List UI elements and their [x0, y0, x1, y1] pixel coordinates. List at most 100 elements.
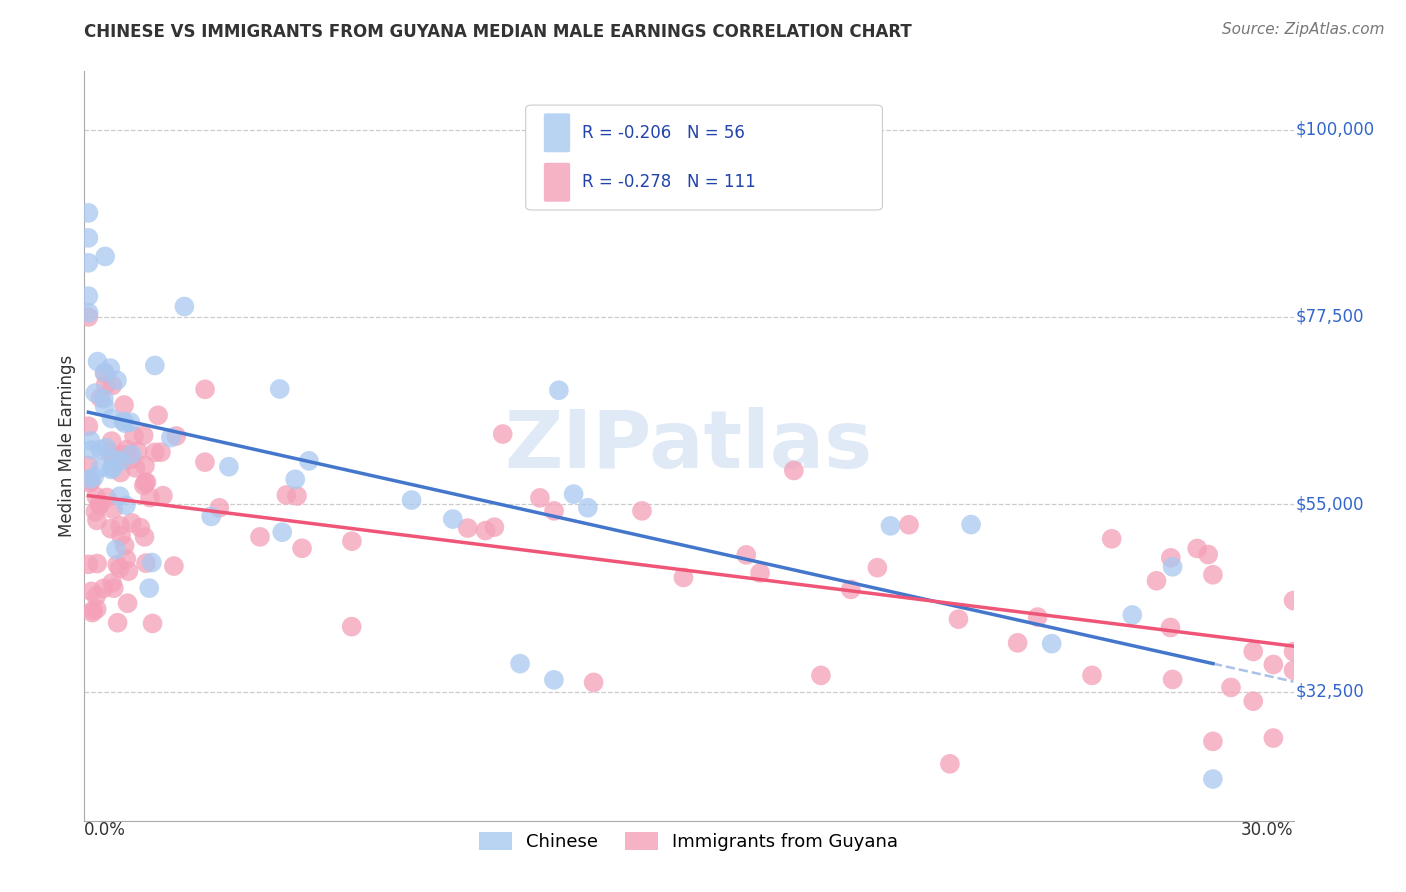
- Point: [89, 498, 111, 512]
- Point: [83, 470, 105, 484]
- Point: [1160, 620, 1182, 634]
- Point: [114, 539, 136, 553]
- Point: [509, 657, 531, 671]
- Text: 0.0%: 0.0%: [84, 821, 127, 838]
- Point: [401, 493, 423, 508]
- Point: [98, 361, 121, 376]
- Point: [89, 498, 111, 512]
- Point: [547, 384, 569, 398]
- Point: [120, 415, 142, 429]
- Point: [108, 489, 131, 503]
- Point: [939, 756, 962, 771]
- Point: [298, 454, 321, 468]
- Point: [79, 475, 101, 490]
- Point: [1202, 772, 1225, 786]
- Point: [103, 581, 125, 595]
- Point: [291, 541, 314, 556]
- Text: R = -0.206   N = 56: R = -0.206 N = 56: [582, 124, 745, 142]
- FancyBboxPatch shape: [526, 105, 883, 210]
- Point: [77, 231, 100, 245]
- Point: [492, 427, 515, 442]
- Point: [108, 561, 131, 575]
- Point: [112, 398, 135, 412]
- Text: CHINESE VS IMMIGRANTS FROM GUYANA MEDIAN MALE EARNINGS CORRELATION CHART: CHINESE VS IMMIGRANTS FROM GUYANA MEDIAN…: [84, 23, 912, 41]
- Point: [1081, 668, 1104, 682]
- Point: [134, 458, 156, 473]
- Point: [86, 557, 108, 571]
- Point: [582, 675, 605, 690]
- Text: ZIPatlas: ZIPatlas: [505, 407, 873, 485]
- Point: [839, 582, 862, 597]
- Text: 30.0%: 30.0%: [1241, 821, 1294, 838]
- Point: [105, 558, 128, 572]
- Point: [86, 354, 108, 368]
- Text: Source: ZipAtlas.com: Source: ZipAtlas.com: [1222, 22, 1385, 37]
- Point: [173, 300, 195, 314]
- Point: [86, 490, 108, 504]
- Text: $55,000: $55,000: [1296, 495, 1364, 513]
- Point: [134, 475, 156, 490]
- Point: [898, 517, 921, 532]
- Point: [110, 528, 132, 542]
- Point: [77, 306, 100, 320]
- Text: $32,500: $32,500: [1296, 682, 1365, 700]
- Point: [1146, 574, 1168, 588]
- Point: [194, 382, 217, 396]
- Point: [80, 442, 103, 457]
- Point: [200, 509, 222, 524]
- Point: [441, 512, 464, 526]
- Point: [108, 518, 131, 533]
- Point: [132, 478, 155, 492]
- Point: [105, 542, 128, 557]
- Point: [135, 475, 157, 490]
- Point: [810, 668, 832, 682]
- Point: [1161, 559, 1184, 574]
- Point: [1282, 593, 1305, 607]
- Point: [77, 289, 100, 303]
- Point: [960, 517, 983, 532]
- Point: [1282, 663, 1305, 677]
- Point: [89, 391, 111, 405]
- Point: [1121, 607, 1143, 622]
- Point: [143, 445, 166, 459]
- Point: [1263, 657, 1285, 672]
- Point: [866, 560, 889, 574]
- Point: [117, 596, 139, 610]
- Point: [89, 442, 111, 457]
- Text: $77,500: $77,500: [1296, 308, 1364, 326]
- Point: [160, 431, 183, 445]
- Point: [474, 524, 496, 538]
- Point: [271, 525, 294, 540]
- Point: [1202, 734, 1225, 748]
- Point: [101, 461, 124, 475]
- FancyBboxPatch shape: [544, 113, 571, 153]
- Point: [105, 373, 128, 387]
- Point: [93, 392, 115, 406]
- Point: [80, 584, 103, 599]
- Point: [77, 558, 100, 572]
- Point: [112, 414, 135, 428]
- Point: [121, 516, 143, 530]
- Point: [110, 454, 132, 468]
- Point: [93, 366, 115, 380]
- Point: [285, 489, 308, 503]
- Point: [879, 519, 901, 533]
- Point: [127, 444, 149, 458]
- Point: [121, 447, 143, 461]
- Point: [93, 366, 115, 380]
- Point: [146, 409, 169, 423]
- Point: [194, 455, 217, 469]
- Point: [543, 504, 565, 518]
- Point: [1040, 637, 1063, 651]
- Point: [135, 556, 157, 570]
- Point: [84, 505, 107, 519]
- Point: [340, 534, 363, 549]
- Point: [90, 460, 112, 475]
- Point: [208, 500, 231, 515]
- Point: [115, 442, 138, 457]
- Point: [77, 256, 100, 270]
- Point: [103, 456, 125, 470]
- Point: [94, 249, 117, 263]
- Point: [249, 530, 271, 544]
- Point: [115, 498, 138, 512]
